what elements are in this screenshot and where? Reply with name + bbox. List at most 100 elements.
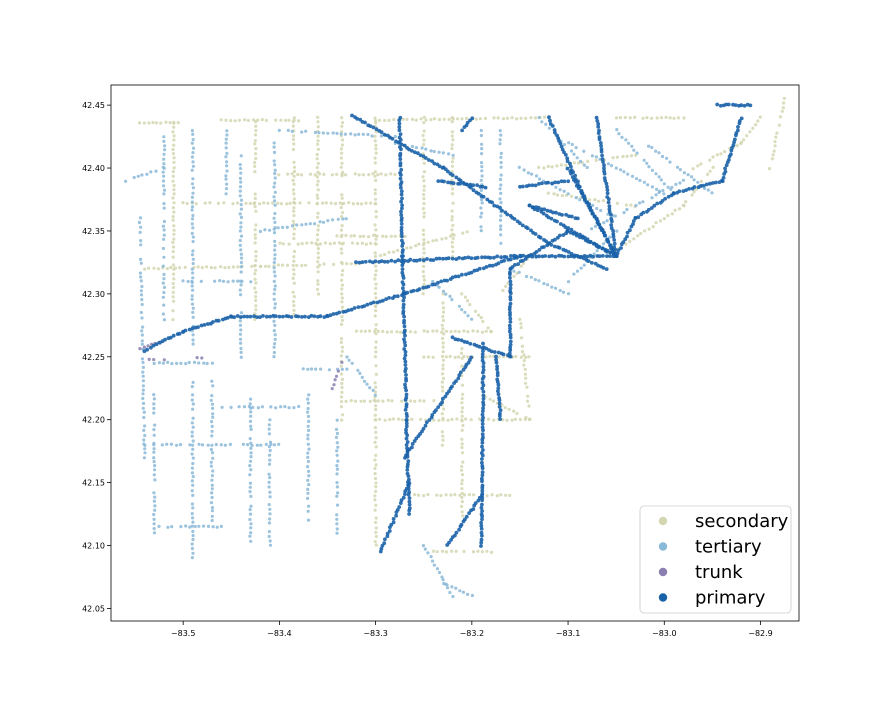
primary-point — [436, 280, 440, 285]
tertiary-point — [593, 224, 598, 228]
primary-point — [400, 203, 404, 208]
tertiary-point — [306, 367, 310, 371]
primary-point — [468, 341, 473, 346]
tertiary-point — [191, 288, 195, 292]
tertiary-point — [191, 456, 195, 460]
secondary-point — [596, 199, 601, 203]
tertiary-point — [175, 361, 179, 365]
secondary-point — [316, 147, 320, 151]
tertiary-point — [517, 165, 521, 169]
tertiary-point — [499, 214, 503, 218]
tertiary-point — [249, 451, 253, 455]
tertiary-point — [220, 405, 224, 409]
secondary-point — [316, 256, 320, 260]
tertiary-point — [379, 134, 383, 138]
secondary-point — [418, 399, 422, 403]
secondary-point — [422, 202, 426, 206]
tertiary-point — [499, 151, 503, 155]
tertiary-point — [426, 551, 430, 555]
primary-point — [553, 237, 557, 242]
tertiary-point — [441, 578, 445, 582]
tertiary-point — [272, 319, 276, 323]
secondary-point — [253, 192, 257, 196]
primary-point — [458, 178, 463, 183]
tertiary-point — [526, 171, 531, 175]
primary-point — [708, 181, 712, 186]
secondary-point — [426, 355, 431, 359]
tertiary-point — [273, 333, 277, 337]
tertiary-point — [239, 180, 243, 184]
secondary-point — [560, 194, 565, 198]
tertiary-point — [191, 393, 195, 397]
tertiary-point — [335, 431, 339, 436]
secondary-point — [469, 418, 473, 422]
secondary-point — [316, 188, 320, 192]
primary-point — [611, 232, 616, 236]
tertiary-point — [345, 367, 349, 371]
secondary-point — [520, 344, 525, 348]
primary-point — [527, 203, 532, 208]
tertiary-point — [191, 447, 195, 451]
tertiary-point — [143, 443, 147, 447]
secondary-point — [633, 115, 637, 119]
secondary-point — [374, 516, 378, 520]
tertiary-point — [344, 217, 348, 221]
secondary-point — [332, 262, 336, 267]
secondary-point — [299, 173, 304, 177]
tertiary-point — [239, 350, 243, 354]
secondary-point — [260, 118, 264, 122]
primary-point — [464, 182, 469, 187]
secondary-point — [481, 319, 485, 324]
tertiary-point — [191, 186, 195, 190]
tertiary-point — [239, 293, 243, 297]
primary-point — [437, 256, 442, 261]
tertiary-point — [162, 188, 167, 192]
tertiary-point — [190, 279, 194, 283]
tertiary-point — [248, 419, 253, 423]
primary-point — [495, 370, 500, 375]
tertiary-point — [327, 368, 331, 372]
primary-point — [480, 488, 485, 493]
secondary-point — [373, 233, 377, 237]
secondary-point — [318, 242, 322, 246]
primary-point — [383, 537, 387, 542]
secondary-point — [666, 213, 670, 218]
secondary-point — [374, 340, 378, 344]
tertiary-point — [169, 442, 173, 446]
tertiary-point — [499, 191, 503, 195]
primary-point — [468, 185, 473, 190]
primary-point — [492, 350, 497, 354]
tertiary-point — [582, 163, 587, 167]
secondary-point — [340, 292, 344, 296]
primary-point — [585, 237, 590, 242]
tertiary-point — [179, 525, 183, 529]
tertiary-point — [161, 224, 165, 228]
primary-point — [612, 245, 617, 249]
tertiary-point — [410, 144, 414, 149]
secondary-point — [767, 167, 772, 171]
tertiary-point — [335, 531, 339, 535]
secondary-point — [422, 278, 426, 282]
secondary-point — [316, 270, 320, 274]
primary-point — [467, 511, 471, 515]
primary-point — [480, 386, 485, 391]
primary-point — [582, 235, 587, 240]
primary-point — [729, 152, 733, 157]
secondary-point — [422, 264, 426, 268]
secondary-point — [253, 286, 257, 290]
secondary-point — [295, 263, 299, 267]
secondary-point — [329, 201, 333, 205]
secondary-point — [172, 166, 176, 170]
tertiary-point — [258, 229, 262, 234]
primary-point — [530, 205, 535, 210]
secondary-point — [219, 118, 223, 122]
primary-point — [507, 329, 512, 334]
primary-point — [553, 130, 557, 135]
secondary-point — [315, 287, 320, 291]
secondary-point — [291, 134, 296, 138]
tertiary-point — [272, 185, 276, 189]
tertiary-point — [136, 174, 140, 178]
tertiary-point — [272, 329, 276, 333]
primary-point — [608, 254, 612, 258]
tertiary-point — [191, 402, 195, 406]
